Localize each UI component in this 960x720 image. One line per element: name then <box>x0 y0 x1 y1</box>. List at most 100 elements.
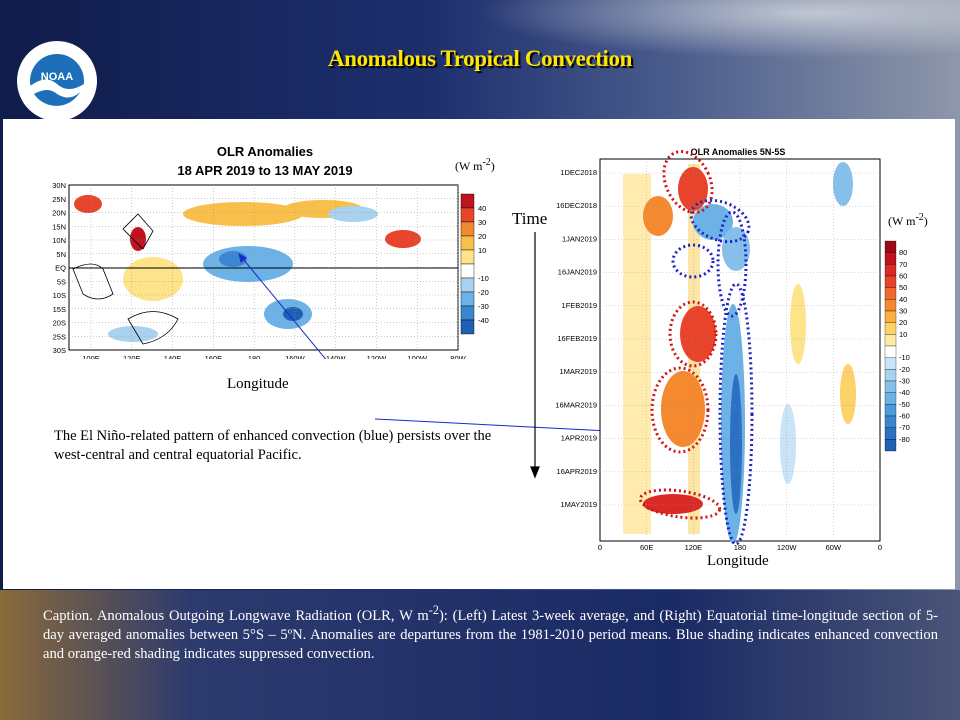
hovmoller-longitude-labels: 0 60E 120E 180 120W 60W 0 <box>598 543 882 552</box>
map-lat-label: 20S <box>53 319 66 328</box>
hovmoller-colorbar-label: 80 <box>899 248 907 257</box>
hovmoller-date-label: 1MAY2019 <box>560 500 597 509</box>
hovmoller-lon-label: 0 <box>878 543 882 552</box>
map-lon-label: 160W <box>285 354 306 359</box>
hovmoller-colorbar-swatch <box>884 264 897 277</box>
map-lat-label: 5S <box>57 277 66 286</box>
map-lat-label: 25S <box>53 332 66 341</box>
map-colorbar-label: -10 <box>478 274 489 283</box>
hovmoller-lon-label: 60W <box>826 543 842 552</box>
hovmoller-colorbar-swatch <box>884 275 897 288</box>
map-lon-label: 160E <box>205 354 223 359</box>
map-longitude-axis-label: Longitude <box>227 376 289 392</box>
hovmoller-colorbar-label: -50 <box>899 400 910 409</box>
map-lat-label: 15S <box>53 305 66 314</box>
hovmoller-highlight-ellipses <box>638 150 754 546</box>
slide-title: Anomalous Tropical Convection <box>327 46 633 71</box>
map-chart-subtitle: 18 APR 2019 to 13 MAY 2019 <box>177 163 352 178</box>
hovmoller-colorbar-label: -10 <box>899 353 910 362</box>
hovmoller-colorbar-swatch <box>884 310 897 323</box>
hovmoller-colorbar-label: -40 <box>899 388 910 397</box>
map-lat-label: 10N <box>52 236 66 245</box>
hovmoller-colorbar-label: -30 <box>899 377 910 386</box>
map-colorbar-label: -40 <box>478 316 489 325</box>
olr-map-chart: OLR Anomalies 18 APR 2019 to 13 MAY 2019… <box>52 144 489 359</box>
hovmoller-colorbar-swatch <box>884 334 897 347</box>
noaa-logo: NOAA <box>17 41 97 121</box>
hovmoller-colorbar-swatch <box>884 439 897 452</box>
hovmoller-date-label: 1MAR2019 <box>559 367 597 376</box>
hovmoller-lon-label: 120W <box>777 543 798 552</box>
hovmoller-colorbar-label: 10 <box>899 330 907 339</box>
map-lon-label: 100E <box>82 354 100 359</box>
hovmoller-date-label: 16APR2019 <box>557 467 597 476</box>
map-lat-label: 30N <box>52 181 66 190</box>
hovmoller-date-label: 1DEC2018 <box>560 168 597 177</box>
time-axis-label: Time <box>512 209 548 228</box>
hovmoller-colorbar-swatch <box>884 427 897 440</box>
map-chart-title: OLR Anomalies <box>217 144 313 159</box>
hovmoller-colorbar-label: -60 <box>899 412 910 421</box>
hovmoller-colorbar-label: 60 <box>899 272 907 281</box>
el-nino-annotation: The El Niño-related pattern of enhanced … <box>54 428 492 463</box>
svg-text:NOAA: NOAA <box>41 71 73 83</box>
map-colorbar-label: 30 <box>478 218 486 227</box>
hovmoller-units-label: (W m-2) <box>888 212 928 228</box>
map-lat-label: 5N <box>56 250 66 259</box>
hovmoller-colorbar: 80 70 60 50 40 30 20 10 -10 -20 -30 -40 -50 -60 -70 -80 <box>884 240 910 452</box>
hovmoller-gridlines <box>600 159 880 541</box>
map-lon-label: 140E <box>164 354 182 359</box>
hovmoller-colorbar-label: -80 <box>899 435 910 444</box>
hovmoller-date-label: 1FEB2019 <box>562 301 597 310</box>
map-colorbar-label: 10 <box>478 246 486 255</box>
map-colorbar-swatch <box>460 319 475 335</box>
map-lat-label: 15N <box>52 222 66 231</box>
hovmoller-colorbar-label: 20 <box>899 318 907 327</box>
hovmoller-date-label: 1JAN2019 <box>562 234 597 243</box>
map-lat-label: EQ <box>55 264 66 273</box>
map-colorbar-label: 40 <box>478 204 486 213</box>
map-colorbar-label: 20 <box>478 232 486 241</box>
map-lat-label: 30S <box>53 346 66 355</box>
hovmoller-date-label: 16DEC2018 <box>556 201 597 210</box>
map-lon-label: 100W <box>407 354 428 359</box>
map-lat-label: 10S <box>53 291 66 300</box>
hovmoller-date-label: 16JAN2019 <box>558 268 597 277</box>
map-lon-label: 180 <box>248 354 261 359</box>
hovmoller-colorbar-swatch <box>884 369 897 382</box>
map-coastlines <box>72 213 179 345</box>
map-latitude-labels: 30N 25N 20N 15N 10N 5N EQ 5S 10S 15S 20S 25S 30S <box>52 181 66 355</box>
hovmoller-date-labels: 1DEC2018 16DEC2018 1JAN2019 16JAN2019 1FEB20… <box>555 168 597 509</box>
map-lon-label: 120E <box>123 354 141 359</box>
hovmoller-date-label: 1APR2019 <box>561 434 597 443</box>
map-colorbar: 40 30 20 10 -10 -20 -30 -40 <box>460 193 489 335</box>
map-colorbar-label: -30 <box>478 302 489 311</box>
map-gridlines <box>69 185 459 350</box>
hovmoller-date-label: 16FEB2019 <box>557 334 597 343</box>
content-panel: OLR Anomalies 18 APR 2019 to 13 MAY 2019… <box>3 119 955 589</box>
hovmoller-lon-label: 180 <box>734 543 747 552</box>
hovmoller-lon-label: 0 <box>598 543 602 552</box>
hovmoller-colorbar-swatch <box>884 299 897 312</box>
map-longitude-labels: 100E 120E 140E 160E 180 160W 140W 120W 100W 80W <box>82 354 466 359</box>
hovmoller-colorbar-label: 30 <box>899 307 907 316</box>
hovmoller-lon-label: 120E <box>685 543 703 552</box>
hovmoller-colorbar-label: 50 <box>899 283 907 292</box>
caption: Caption. Anomalous Outgoing Longwave Rad… <box>43 603 938 662</box>
hovmoller-colorbar-swatch <box>884 345 897 358</box>
hovmoller-colorbar-swatch <box>884 380 897 393</box>
hovmoller-colorbar-swatch <box>884 404 897 417</box>
map-lon-label: 120W <box>367 354 388 359</box>
map-lon-label: 140W <box>326 354 347 359</box>
hovmoller-anomaly-shading <box>623 162 856 544</box>
olr-hovmoller-chart: OLR Anomalies 5N-5S <box>555 147 910 552</box>
hovmoller-colorbar-swatch <box>884 415 897 428</box>
map-lat-label: 20N <box>52 209 66 218</box>
hovmoller-colorbar-swatch <box>884 357 897 370</box>
hovmoller-colorbar-swatch <box>884 392 897 405</box>
hovmoller-colorbar-swatch <box>884 287 897 300</box>
map-units-label: (W m-2) <box>455 157 495 173</box>
hovmoller-colorbar-swatch <box>884 322 897 335</box>
hovmoller-colorbar-label: 70 <box>899 260 907 269</box>
hovmoller-colorbar-swatch <box>884 252 897 265</box>
